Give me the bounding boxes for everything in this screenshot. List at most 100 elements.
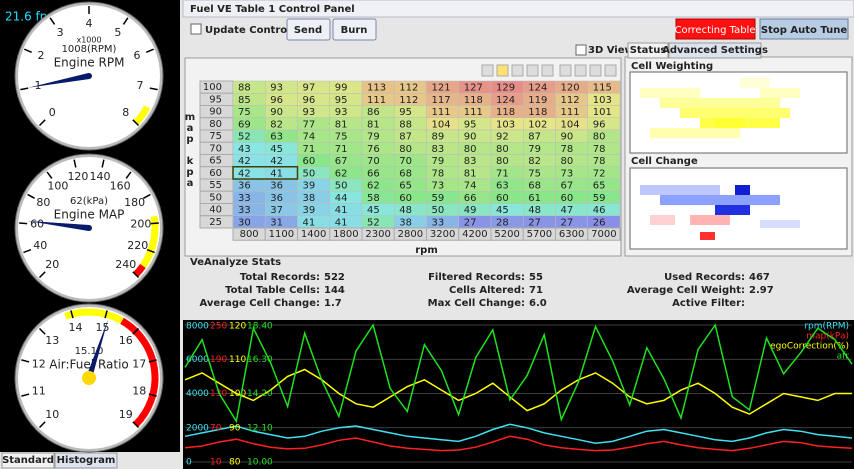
gauge-tick — [143, 193, 151, 199]
col-label: 3200 — [430, 229, 455, 240]
stop-label[interactable]: Stop Auto Tune — [761, 25, 847, 36]
tab-label[interactable]: Status — [630, 45, 667, 56]
cell-value: 72 — [593, 168, 606, 179]
gauge-tick — [38, 327, 46, 335]
gauge-tick-label: 8 — [122, 106, 129, 119]
cell-value: 124 — [496, 95, 515, 106]
gauge-tick-label: 6 — [134, 49, 141, 62]
col-label: 6300 — [559, 229, 584, 240]
cell-value: 69 — [238, 119, 251, 130]
legend-entry: afr — [837, 352, 850, 362]
gauge-tick — [145, 48, 154, 53]
cell-value: 82 — [270, 119, 283, 130]
cell-value: 93 — [335, 107, 348, 118]
cell-value: 96 — [593, 119, 606, 130]
stat-label: Used Records: — [664, 272, 745, 283]
stat-value: 2.97 — [749, 285, 774, 296]
gauge-tick-label: 80 — [36, 196, 50, 209]
gauge-tick-label: 15 — [95, 321, 109, 334]
cell-value: 77 — [303, 119, 316, 130]
col-label: 2300 — [365, 229, 390, 240]
cell-value: 83 — [464, 156, 477, 167]
cell-value: 90 — [561, 132, 574, 143]
gauge-tick-label: 3 — [57, 26, 64, 39]
weighting-heatmap — [640, 78, 800, 138]
cell-value: 28 — [496, 217, 509, 228]
trace-tick-label: 18.40 — [247, 322, 273, 332]
cell-value: 39 — [303, 181, 316, 192]
cell-value: 33 — [432, 217, 445, 228]
legend-entry: rpm(RPM) — [804, 322, 849, 332]
tab-label[interactable]: Standard — [2, 455, 54, 466]
tab[interactable] — [54, 452, 118, 469]
tab[interactable] — [1, 452, 55, 469]
view-3d-label[interactable]: 3D View — [588, 45, 634, 56]
cell-value: 81 — [367, 119, 380, 130]
trace-tick-label: 120 — [229, 322, 246, 332]
tab-label[interactable]: Advanced Settings — [662, 45, 768, 56]
row-label: 25 — [209, 217, 222, 228]
correcting-label[interactable]: Correcting Table — [674, 25, 755, 36]
row-label: 40 — [209, 205, 222, 216]
gauge-tick — [101, 159, 105, 168]
cell-value: 36 — [270, 193, 283, 204]
cell-value: 71 — [303, 144, 316, 155]
checkbox-label[interactable]: Update Controller — [205, 25, 306, 36]
gauge-hub — [86, 73, 92, 79]
cell-value: 80 — [496, 156, 509, 167]
gauge-tick-label: 200 — [130, 217, 151, 230]
tab[interactable] — [668, 42, 762, 59]
gauge-tick — [19, 222, 28, 225]
col-label: 5200 — [494, 229, 519, 240]
cell-value: 112 — [399, 95, 418, 106]
cell-value: 103 — [593, 95, 612, 106]
cell-value: 39 — [303, 205, 316, 216]
checkbox-3d[interactable] — [575, 44, 587, 56]
cell-value: 88 — [399, 119, 412, 130]
cell-value: 42 — [238, 168, 251, 179]
cell-value: 82 — [528, 156, 541, 167]
burn-button[interactable] — [332, 18, 377, 41]
tab-label[interactable]: Histogram — [57, 455, 116, 466]
cell-value: 95 — [464, 119, 477, 130]
trace-tick-label: 8000 — [186, 322, 209, 332]
send-label[interactable]: Send — [294, 25, 322, 36]
cell-value: 78 — [593, 144, 606, 155]
tab[interactable] — [627, 42, 669, 59]
gauge-tick-label: 20 — [45, 258, 59, 271]
gauge-tick — [150, 222, 159, 225]
cell-value: 68 — [399, 168, 412, 179]
row-label: 55 — [209, 180, 222, 191]
gauge-tick — [132, 271, 140, 279]
trace-line — [184, 435, 853, 452]
gauge-hub — [82, 371, 96, 385]
cell-value: 67 — [335, 156, 348, 167]
send-button[interactable] — [286, 18, 331, 41]
cell-value: 62 — [335, 168, 348, 179]
cell-value: 46 — [593, 205, 606, 216]
cell-value: 101 — [593, 107, 612, 118]
stat-value: 55 — [529, 272, 543, 283]
cell-value: 119 — [528, 95, 547, 106]
cell-value: 127 — [464, 83, 483, 94]
cell-value: 124 — [528, 83, 547, 94]
cell-value: 48 — [528, 205, 541, 216]
cell-value: 27 — [464, 217, 477, 228]
cell-value: 129 — [496, 83, 515, 94]
col-label: 800 — [240, 229, 259, 240]
cell-value: 62 — [367, 181, 380, 192]
cell-value: 45 — [367, 205, 380, 216]
gauge-tick — [21, 393, 30, 397]
correcting-button[interactable] — [675, 18, 756, 40]
checkbox[interactable] — [190, 23, 202, 35]
cell-value: 80 — [561, 156, 574, 167]
stop-button[interactable] — [759, 18, 849, 40]
burn-label[interactable]: Burn — [341, 25, 368, 36]
cell-value: 74 — [464, 181, 477, 192]
cell-value: 95 — [399, 107, 412, 118]
gauge-tick-label: 19 — [119, 408, 133, 421]
cell-value: 120 — [561, 83, 580, 94]
gauge-tick-label: 13 — [45, 334, 59, 347]
